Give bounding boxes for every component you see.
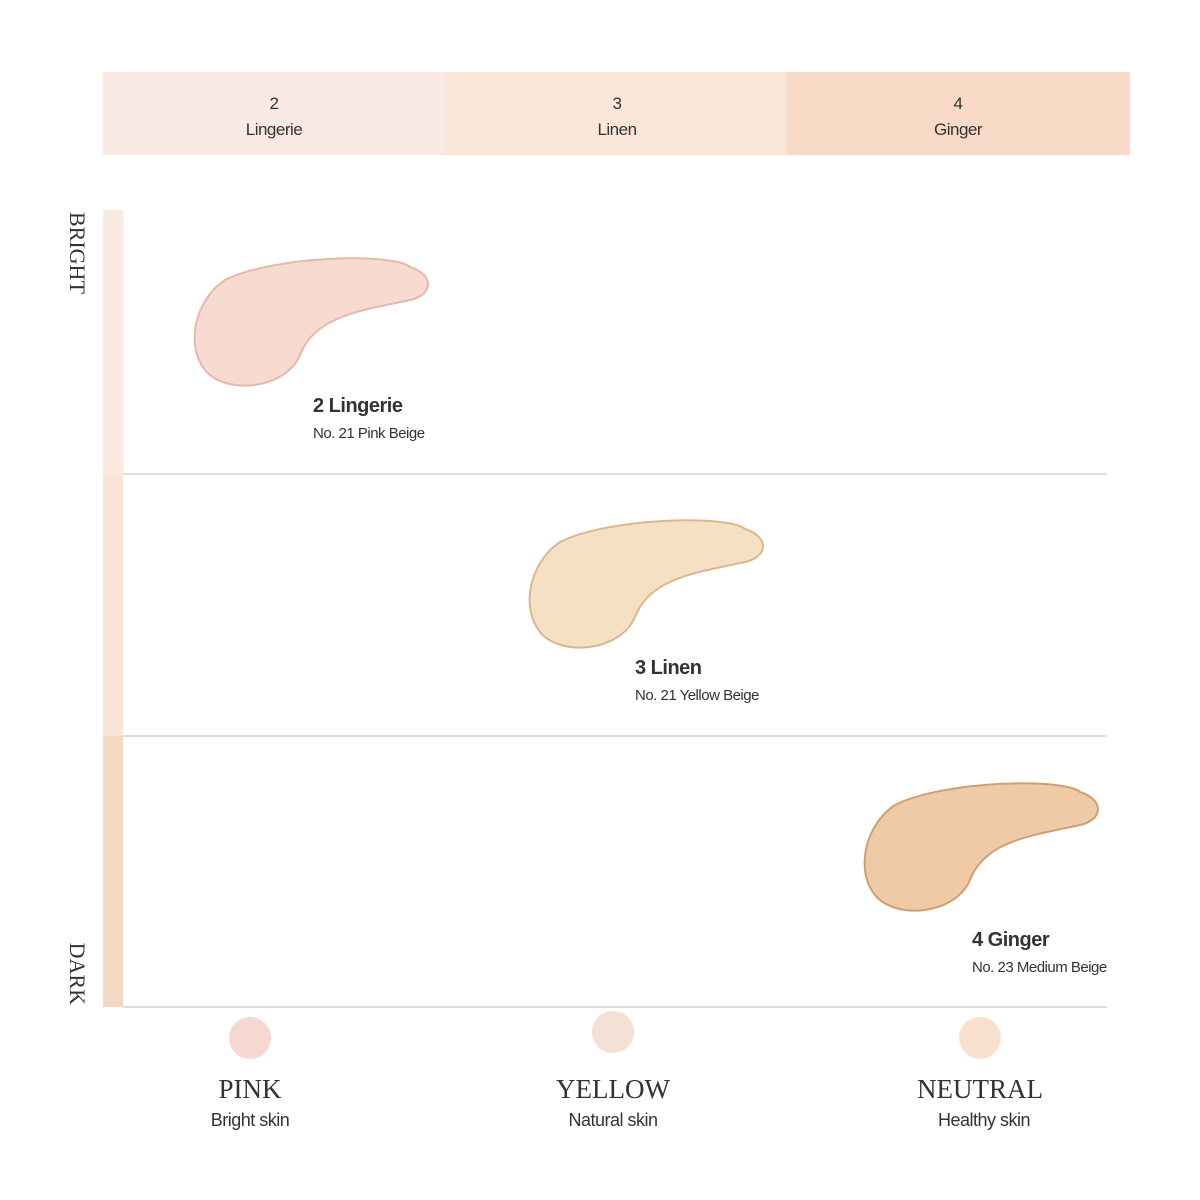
swatch-title: 2 Lingerie: [313, 395, 403, 417]
undertone-dot: [229, 1017, 271, 1059]
undertone-name: YELLOW: [556, 1074, 670, 1104]
swatch-subtitle: No. 21 Yellow Beige: [635, 687, 759, 704]
axis-bar: [103, 210, 123, 474]
swatch-smear: [528, 519, 765, 649]
swatch-smear: [863, 782, 1100, 912]
undertone-desc: Healthy skin: [938, 1110, 1030, 1130]
undertone-dot: [592, 1011, 634, 1053]
axis-bottom: DARK: [65, 943, 90, 1005]
undertone-name: NEUTRAL: [917, 1074, 1043, 1104]
swatch-subtitle: No. 21 Pink Beige: [313, 425, 425, 442]
swatch-subtitle: No. 23 Medium Beige: [972, 959, 1107, 976]
swatch-smear: [193, 257, 430, 387]
undertone-name: PINK: [218, 1074, 282, 1104]
undertone-desc: Bright skin: [211, 1110, 290, 1130]
shade-name: Linen: [597, 120, 636, 139]
undertone-dot: [959, 1017, 1001, 1059]
shade-name: Ginger: [934, 120, 983, 139]
shade-number: 3: [613, 94, 622, 113]
shade-cell: [787, 72, 1130, 155]
shade-number: 4: [954, 94, 963, 113]
axis-bar: [103, 474, 123, 736]
axis-top: BRIGHT: [65, 212, 90, 294]
axis-bar: [103, 736, 123, 1007]
shade-cell: [445, 72, 787, 155]
undertone-desc: Natural skin: [568, 1110, 657, 1130]
shade-name: Lingerie: [246, 120, 303, 139]
swatch-title: 3 Linen: [635, 657, 702, 679]
shade-number: 2: [270, 94, 279, 113]
shade-cell: [103, 72, 445, 155]
swatch-title: 4 Ginger: [972, 929, 1050, 951]
